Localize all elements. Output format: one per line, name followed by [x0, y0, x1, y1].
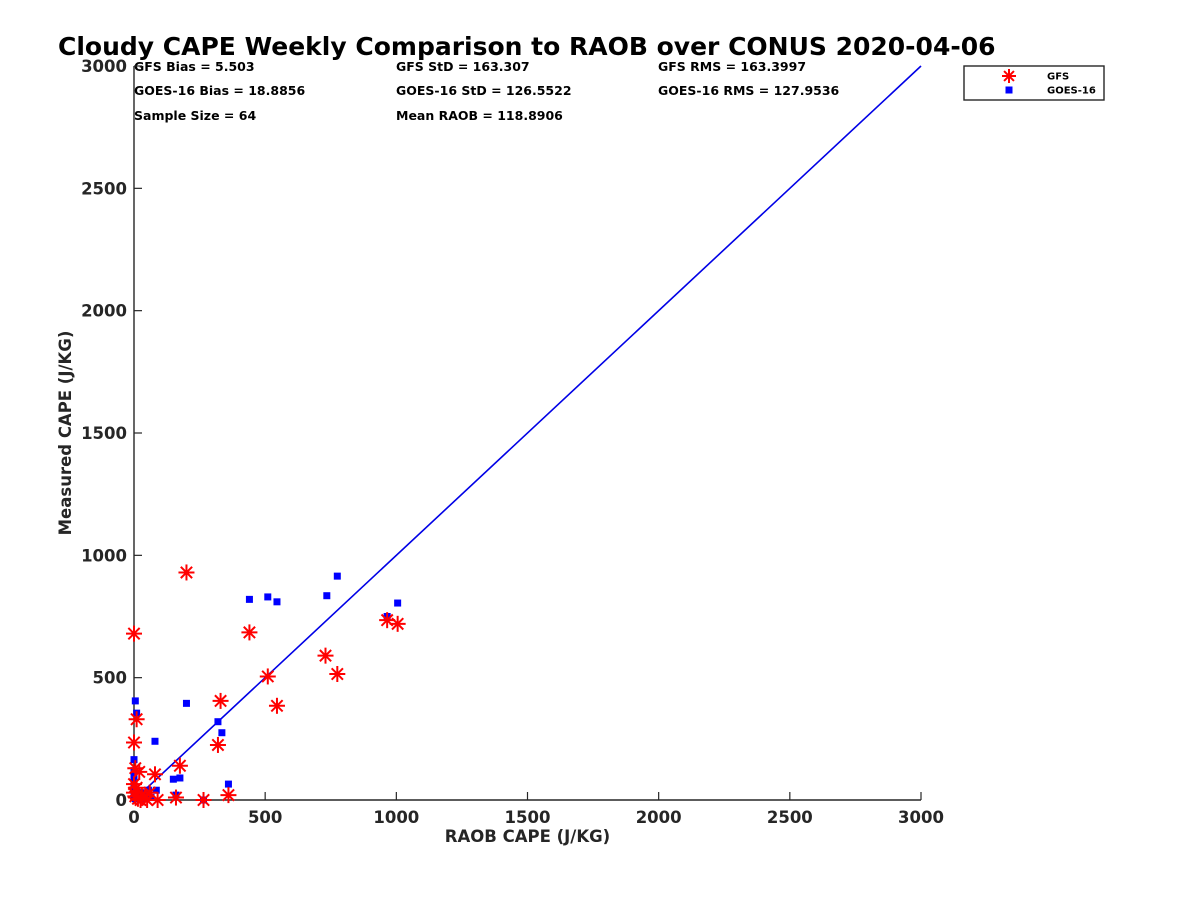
gfs-point [167, 789, 184, 806]
y-axis-label: Measured CAPE (J/KG) [56, 331, 75, 536]
gfs-point [329, 665, 346, 682]
goes16-point [224, 780, 232, 788]
goes16-point [182, 699, 190, 707]
gfs-point [268, 697, 285, 714]
gfs-point [178, 564, 195, 581]
goes16-point [151, 737, 159, 745]
x-tick-label: 1500 [505, 808, 551, 827]
goes16-point [273, 598, 281, 606]
statistics-block: GFS Bias = 5.503 GFS StD = 163.307 GFS RMS… [134, 59, 840, 123]
x-tick-label: 2500 [767, 808, 813, 827]
stat-text: GFS StD = 163.307 [396, 59, 530, 74]
y-tick-label: 0 [116, 791, 127, 810]
goes16-point [152, 786, 160, 794]
one-to-one-reference-line [133, 65, 922, 801]
stat-text: Sample Size = 64 [134, 108, 256, 123]
goes16-point [176, 774, 184, 782]
chart-title: Cloudy CAPE Weekly Comparison to RAOB ov… [58, 32, 996, 61]
stat-text: GFS Bias = 5.503 [134, 59, 255, 74]
gfs-point [128, 711, 145, 728]
gfs-point [259, 668, 276, 685]
goes16-point [323, 592, 331, 600]
goes16-point [394, 599, 402, 607]
y-tick-label: 1000 [81, 546, 127, 565]
series-goes-16 [130, 572, 402, 804]
y-tick-label: 3000 [81, 57, 127, 76]
gfs-point [241, 624, 258, 641]
x-tick-label: 1000 [373, 808, 419, 827]
gfs-point [126, 734, 142, 751]
x-tick-label: 2000 [636, 808, 682, 827]
y-tick-label: 2500 [81, 179, 127, 198]
stat-text: Mean RAOB = 118.8906 [396, 108, 563, 123]
legend-marker-goes16 [1005, 86, 1013, 94]
x-axis-ticks: 0 500 1000 1500 2000 2500 3000 [128, 792, 944, 827]
legend: GFS GOES-16 [963, 65, 1105, 101]
y-tick-label: 500 [93, 669, 127, 688]
goes16-point [131, 697, 139, 705]
gfs-point [133, 787, 150, 804]
goes16-point [333, 572, 341, 580]
gfs-point [220, 787, 237, 804]
goes16-point [245, 595, 253, 603]
y-axis-ticks: 0 500 1000 1500 2000 2500 3000 [81, 57, 142, 810]
gfs-point [212, 692, 229, 709]
stat-text: GOES-16 RMS = 127.9536 [658, 83, 840, 98]
x-tick-label: 3000 [898, 808, 944, 827]
goes16-point [214, 718, 222, 726]
goes16-point [264, 593, 272, 601]
gfs-point [195, 792, 212, 808]
gfs-point [209, 736, 226, 753]
goes16-point [169, 775, 177, 783]
legend-box [963, 65, 1105, 101]
series-gfs [126, 564, 406, 808]
gfs-point [317, 647, 334, 664]
goes16-point [218, 729, 226, 737]
gfs-point [126, 625, 142, 642]
gfs-point [389, 615, 406, 632]
legend-marker-gfs [1002, 69, 1016, 83]
y-tick-label: 1500 [81, 424, 127, 443]
stat-text: GFS RMS = 163.3997 [658, 59, 806, 74]
goes16-point [130, 756, 138, 764]
gfs-point [171, 757, 188, 774]
stat-text: GOES-16 Bias = 18.8856 [134, 83, 305, 98]
data-points [126, 564, 406, 808]
legend-label: GOES-16 [1047, 86, 1096, 97]
stat-text: GOES-16 StD = 126.5522 [396, 83, 572, 98]
reference-line [133, 65, 922, 801]
goes16-point [130, 772, 138, 780]
x-tick-label: 0 [128, 808, 139, 827]
gfs-point [146, 766, 163, 783]
x-axis-label: RAOB CAPE (J/KG) [445, 827, 610, 846]
gfs-point [131, 763, 148, 780]
legend-label: GFS [1047, 72, 1069, 83]
x-tick-label: 500 [248, 808, 282, 827]
y-tick-label: 2000 [81, 302, 127, 321]
